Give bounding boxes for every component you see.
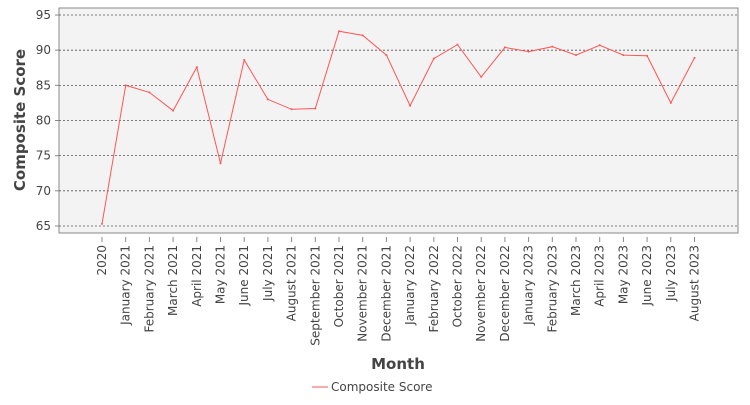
- y-tick-label: 80: [36, 114, 51, 128]
- x-tick-label: February 2021: [142, 245, 156, 333]
- data-point: [432, 57, 435, 60]
- data-point: [148, 91, 151, 94]
- x-tick-label: August 2021: [285, 245, 299, 321]
- data-point: [338, 30, 340, 33]
- x-tick-label: June 2023: [640, 245, 654, 307]
- y-tick-label: 75: [36, 149, 51, 163]
- gridlines: [59, 14, 738, 227]
- data-point: [314, 107, 317, 110]
- y-tick-label: 70: [36, 184, 51, 198]
- x-tick-label: April 2023: [593, 245, 607, 307]
- x-tick-label: November 2021: [356, 245, 370, 342]
- x-tick-label: June 2021: [237, 245, 251, 307]
- series-line: [101, 30, 695, 224]
- data-point: [527, 50, 530, 53]
- data-point: [101, 222, 103, 225]
- legend: Composite Score: [312, 380, 432, 394]
- x-tick-label: November 2022: [474, 245, 488, 342]
- data-point: [646, 54, 649, 57]
- x-tick-label: August 2023: [688, 245, 702, 321]
- y-axis-title: Composite Score: [11, 49, 29, 191]
- data-point: [622, 54, 625, 57]
- y-axis: 65 70 75 80 85 90 95: [36, 8, 59, 233]
- x-tick-label: March 2023: [569, 245, 583, 316]
- y-tick-label: 85: [36, 78, 51, 92]
- x-tick-label: December 2022: [498, 245, 512, 342]
- x-tick-label: April 2021: [190, 245, 204, 307]
- y-tick-label: 95: [36, 8, 51, 22]
- x-tick-label: December 2021: [379, 245, 393, 342]
- x-tick-label: May 2023: [616, 245, 630, 304]
- data-point: [195, 66, 198, 69]
- data-point: [598, 44, 601, 47]
- x-tick-label: January 2022: [403, 245, 417, 326]
- x-axis-title: Month: [371, 355, 425, 373]
- data-point: [172, 109, 175, 112]
- data-point: [693, 56, 696, 59]
- data-point: [669, 101, 672, 104]
- data-point: [551, 45, 554, 48]
- x-tick-label: October 2022: [451, 245, 465, 327]
- data-point: [266, 98, 269, 101]
- data-point: [456, 43, 459, 46]
- data-point: [480, 75, 483, 78]
- x-axis: 2020 January 2021 February 2021 March 2021 A…: [95, 237, 702, 346]
- x-tick-label: September 2021: [308, 245, 322, 346]
- data-point: [124, 84, 127, 87]
- y-tick-label: 65: [36, 219, 51, 233]
- data-point: [361, 34, 364, 37]
- data-point: [503, 46, 506, 49]
- legend-label: Composite Score: [331, 380, 432, 394]
- x-tick-label: January 2023: [522, 245, 536, 326]
- data-point: [290, 108, 293, 111]
- data-point: [409, 104, 412, 107]
- x-tick-label: February 2023: [545, 245, 559, 333]
- x-tick-label: July 2023: [664, 245, 678, 302]
- x-tick-label: January 2021: [119, 245, 133, 326]
- data-point: [385, 54, 388, 57]
- x-tick-label: May 2021: [214, 245, 228, 304]
- series-layer: [101, 30, 696, 225]
- data-point: [219, 162, 222, 165]
- x-tick-label: July 2021: [261, 245, 275, 302]
- x-tick-label: February 2022: [427, 245, 441, 333]
- x-tick-label: October 2021: [332, 245, 346, 327]
- x-tick-label: March 2021: [166, 245, 180, 316]
- y-tick-label: 90: [36, 43, 51, 57]
- data-point: [243, 59, 246, 62]
- data-point: [575, 54, 577, 57]
- x-tick-label: 2020: [95, 245, 109, 276]
